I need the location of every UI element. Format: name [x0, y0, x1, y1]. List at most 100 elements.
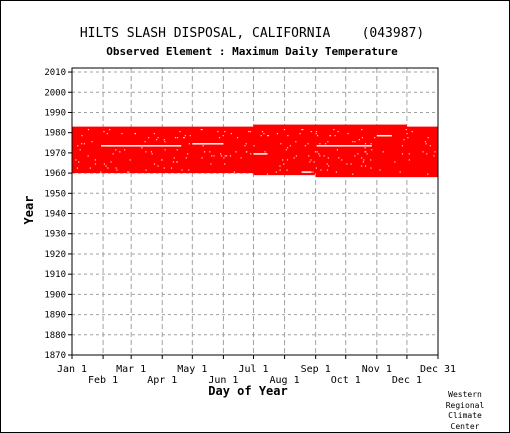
missing-day [228, 173, 230, 175]
missing-day [406, 133, 408, 135]
missing-day [186, 153, 189, 155]
missing-day [189, 135, 191, 137]
missing-day [352, 173, 354, 175]
missing-day [316, 151, 318, 153]
x-tick-label-335: Dec 1 [392, 375, 422, 386]
missing-day [327, 141, 329, 143]
missing-day [427, 173, 429, 175]
missing-gap-1 [253, 153, 268, 155]
missing-day [299, 133, 301, 135]
missing-day [394, 161, 396, 163]
missing-day [225, 155, 228, 157]
missing-day [261, 131, 264, 133]
missing-day [289, 145, 292, 147]
missing-day [364, 151, 366, 153]
missing-day [223, 157, 225, 159]
missing-day [285, 149, 287, 151]
missing-day [164, 149, 166, 151]
missing-day [434, 151, 436, 153]
missing-day [190, 173, 192, 175]
missing-day [326, 145, 328, 147]
missing-day [230, 133, 232, 135]
missing-day [371, 149, 373, 151]
x-tick-label-274: Oct 1 [331, 375, 361, 386]
missing-day [283, 129, 286, 131]
missing-day [75, 159, 77, 161]
missing-day [370, 167, 372, 169]
missing-day [374, 137, 376, 139]
missing-day [302, 129, 304, 131]
chart-title: HILTS SLASH DISPOSAL, CALIFORNIA (043987… [80, 26, 424, 41]
missing-day [183, 173, 186, 175]
missing-day [124, 149, 126, 151]
missing-day [145, 169, 147, 171]
missing-day [127, 171, 129, 173]
missing-day [213, 155, 215, 157]
missing-day [115, 149, 117, 151]
missing-day [172, 161, 175, 163]
axis-layer: 1870 1880 1890 1900 1910 1920 1930 1940 1950 1960… [44, 68, 456, 386]
missing-day [361, 129, 363, 131]
missing-day [94, 159, 96, 161]
missing-day [222, 135, 224, 137]
missing-day [365, 151, 367, 153]
missing-day [121, 133, 123, 135]
missing-day [364, 165, 367, 167]
missing-day [335, 171, 338, 173]
missing-day [110, 161, 112, 163]
missing-day [201, 129, 203, 131]
grid-layer [72, 68, 438, 356]
missing-day [362, 161, 364, 163]
y-tick-label-2010: 2010 [44, 68, 66, 78]
y-tick-label-1900: 1900 [44, 290, 66, 300]
missing-day [87, 155, 89, 157]
missing-day [425, 143, 427, 145]
missing-day [145, 151, 147, 153]
missing-day [382, 151, 384, 153]
missing-day [89, 167, 91, 169]
y-tick-label-1990: 1990 [44, 108, 66, 118]
y-axis-label: Year [22, 196, 36, 225]
missing-day [308, 155, 310, 157]
missing-day [161, 159, 163, 161]
missing-day [314, 173, 316, 175]
missing-day [379, 169, 381, 171]
missing-day [141, 147, 143, 149]
missing-day [94, 163, 97, 165]
missing-day [309, 161, 311, 163]
x-tick-label-213: Aug 1 [270, 375, 300, 386]
missing-day [326, 163, 328, 165]
missing-day [411, 131, 413, 133]
missing-day [81, 143, 83, 145]
missing-day [139, 173, 142, 175]
missing-day [236, 137, 239, 139]
missing-day [83, 143, 86, 145]
missing-day [250, 153, 252, 155]
missing-day [233, 171, 235, 173]
missing-day [184, 135, 186, 137]
missing-day [361, 137, 364, 139]
missing-day [323, 155, 325, 157]
missing-day [91, 141, 93, 143]
missing-day [183, 137, 186, 139]
credit-line-2: Regional [445, 400, 485, 410]
x-tick-label-305: Nov 1 [362, 364, 392, 375]
missing-day [315, 167, 317, 169]
x-tick-label-32: Feb 1 [88, 375, 118, 386]
missing-day [81, 135, 83, 137]
missing-day [429, 145, 431, 147]
missing-day [245, 143, 247, 145]
missing-gap-4 [101, 145, 182, 147]
missing-day [163, 167, 165, 169]
x-tick-label-366: Dec 31 [420, 364, 456, 375]
missing-day [115, 167, 117, 169]
missing-day [310, 131, 312, 133]
missing-day [426, 153, 428, 155]
missing-day [164, 141, 166, 143]
missing-day [334, 135, 336, 137]
missing-day [144, 141, 146, 143]
missing-day [176, 161, 178, 163]
missing-day [358, 139, 360, 141]
missing-day [157, 165, 159, 167]
